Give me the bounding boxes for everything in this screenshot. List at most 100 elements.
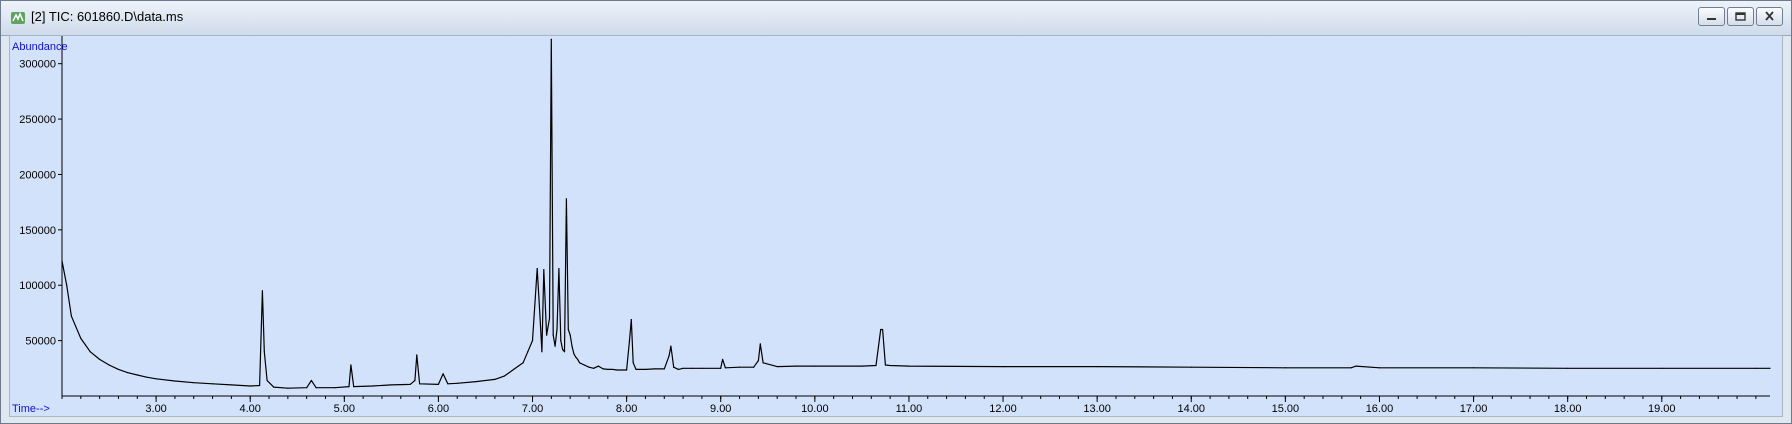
data-point <box>663 368 665 370</box>
x-axis-label: Time--> <box>12 403 50 415</box>
data-point <box>80 337 82 339</box>
data-point <box>762 362 764 364</box>
plot-area[interactable]: Abundance Time--> 50000 100000 150000 20000… <box>9 35 1783 417</box>
data-point <box>881 328 884 331</box>
y-axis-label: Abundance <box>12 41 68 53</box>
data-point <box>565 198 568 200</box>
title-bar[interactable]: [2] TIC: 601860.D\data.ms <box>1 1 1791 36</box>
data-point <box>597 365 599 367</box>
data-point <box>350 364 352 366</box>
data-point <box>1378 367 1381 369</box>
data-point <box>390 384 392 386</box>
data-point <box>571 345 573 347</box>
data-point <box>409 383 411 385</box>
data-point <box>720 367 722 369</box>
data-point <box>677 368 679 371</box>
data-point <box>211 383 214 385</box>
minimize-button[interactable] <box>1698 7 1725 26</box>
data-point <box>174 380 176 382</box>
x-tick-label: 9.00 <box>710 403 731 415</box>
data-point <box>569 334 571 336</box>
data-point <box>884 364 887 366</box>
data-point <box>66 284 68 286</box>
data-point <box>1096 366 1098 368</box>
data-point <box>127 372 129 374</box>
data-point <box>628 340 631 342</box>
data-point <box>588 366 590 368</box>
data-point <box>1769 367 1771 369</box>
data-point <box>259 384 261 387</box>
data-point <box>310 379 312 382</box>
data-point <box>117 368 120 371</box>
data-point <box>562 348 564 351</box>
data-point <box>1661 367 1663 369</box>
data-point <box>513 368 515 371</box>
x-tick-label: 19.00 <box>1648 403 1676 415</box>
data-point <box>1284 367 1286 369</box>
data-point <box>348 385 350 388</box>
close-button[interactable] <box>1756 7 1783 26</box>
data-point <box>442 373 444 375</box>
data-point <box>531 340 534 342</box>
minimize-icon <box>1699 8 1724 25</box>
x-tick-label: 11.00 <box>896 403 923 415</box>
tic-chromatogram-chart: Abundance Time--> 50000 100000 150000 20000… <box>12 36 1771 415</box>
data-point <box>753 366 755 368</box>
restore-button[interactable] <box>1727 7 1754 26</box>
data-point <box>475 381 477 383</box>
data-point <box>541 351 543 353</box>
data-point <box>635 368 637 371</box>
data-point <box>556 328 558 331</box>
data-point <box>315 387 317 389</box>
data-point <box>414 379 416 382</box>
data-point <box>494 378 496 380</box>
data-point <box>575 356 577 358</box>
data-point <box>722 358 724 361</box>
x-tick-label: 15.00 <box>1272 403 1300 415</box>
data-point <box>724 367 727 369</box>
data-point <box>230 384 232 386</box>
data-point <box>578 362 581 364</box>
data-point <box>447 383 449 385</box>
x-tick-label: 18.00 <box>1554 403 1582 415</box>
data-point <box>1190 366 1192 368</box>
data-point <box>682 367 684 369</box>
data-point <box>567 328 569 331</box>
data-point <box>795 365 797 367</box>
y-tick-label: 200000 <box>19 169 56 181</box>
data-point <box>908 365 910 367</box>
x-tick-label: 5.00 <box>334 403 355 415</box>
app-icon <box>11 12 25 24</box>
data-point <box>670 345 672 347</box>
data-point <box>99 358 101 361</box>
data-point <box>563 351 566 353</box>
data-point <box>546 334 548 336</box>
data-point <box>1472 367 1475 369</box>
window-title: [2] TIC: 601860.D\data.ms <box>31 9 184 24</box>
data-point <box>644 368 647 371</box>
y-tick-label: 300000 <box>19 59 56 71</box>
x-tick-label: 16.00 <box>1366 403 1394 415</box>
data-point <box>668 355 670 357</box>
x-tick-label: 7.00 <box>522 403 543 415</box>
data-point <box>560 340 562 342</box>
data-point <box>136 374 138 376</box>
data-point <box>616 369 618 371</box>
data-point <box>371 385 374 387</box>
data-point <box>522 362 524 364</box>
data-point <box>573 353 575 355</box>
data-point <box>306 387 308 389</box>
data-point <box>861 365 863 367</box>
data-point <box>193 382 195 384</box>
y-tick-label: 150000 <box>19 225 56 237</box>
y-tick-label: 100000 <box>19 280 56 292</box>
data-point <box>548 317 551 320</box>
data-point <box>558 268 560 270</box>
data-point <box>418 383 421 385</box>
x-axis: 3.00 4.00 5.00 6.00 7.00 8.00 9.00 10.00 11.00 12… <box>61 395 1770 415</box>
data-point <box>249 385 251 387</box>
x-tick-label: 14.00 <box>1177 403 1205 415</box>
close-icon <box>1757 8 1782 25</box>
x-tick-label: 4.00 <box>239 403 260 415</box>
